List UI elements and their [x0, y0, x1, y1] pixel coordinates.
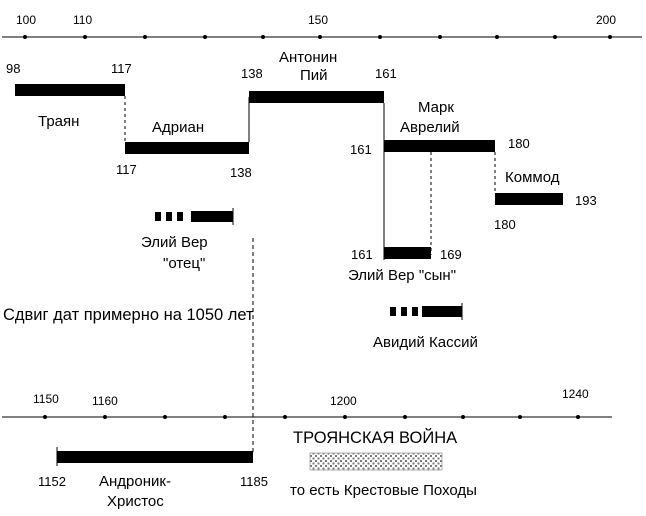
top-axis-tick: [378, 35, 382, 39]
bottom-axis-tick: [576, 415, 580, 419]
hadrian-end: 138: [230, 165, 252, 180]
trojan-war-hatched-bar: [309, 452, 443, 471]
aelius-father-label-line1: Элий Вер: [141, 234, 208, 251]
antoninus-bar: [249, 91, 384, 103]
trojan-war-group: ТРОЯНСКАЯ ВОЙНА то есть Крестовые Походы: [290, 428, 477, 499]
bottom-axis-tick: [461, 415, 465, 419]
commodus-end: 193: [575, 193, 597, 208]
avidius-label: Авидий Кассий: [373, 334, 478, 351]
bottom-axis-tick: [518, 415, 522, 419]
trajan-end: 117: [111, 61, 132, 76]
commodus-bar: [495, 193, 563, 205]
bottom-axis-tick: [103, 415, 107, 419]
avidius-group: Авидий Кассий: [373, 303, 478, 351]
aelius-father-dash: [166, 212, 172, 221]
bottom-axis-tick: [343, 415, 347, 419]
aelius-son-bar: [384, 247, 431, 259]
trajan-bar: [15, 84, 125, 96]
bottom-axis-label-1200: 1200: [330, 394, 357, 408]
avidius-bar: [422, 306, 462, 317]
trajan-group: 98 117 Траян: [6, 61, 132, 130]
top-axis-tick: [438, 35, 442, 39]
commodus-group: Коммод 180 193: [494, 152, 597, 232]
antoninus-group: Антонин Пий 138 161: [241, 49, 397, 142]
marcus-group: Марк Аврелий 161 180: [350, 99, 530, 260]
top-axis-label-110: 110: [73, 13, 92, 27]
shift-caption: Сдвиг дат примерно на 1050 лет: [3, 306, 254, 324]
bottom-axis-tick: [43, 415, 47, 419]
aelius-father-dash: [155, 212, 161, 221]
hadrian-start: 117: [116, 162, 137, 177]
bottom-axis-tick: [223, 415, 227, 419]
bottom-axis-tick: [283, 415, 287, 419]
andronicus-group: 1152 1185 Андроник- Христос: [38, 447, 268, 510]
aelius-son-start: 161: [351, 247, 373, 262]
trojan-war-subtitle: то есть Крестовые Походы: [290, 482, 477, 499]
marcus-label-line1: Марк: [418, 99, 454, 116]
andronicus-end: 1185: [240, 474, 268, 489]
top-axis-label-100: 100: [16, 13, 36, 27]
avidius-dash: [390, 307, 396, 316]
marcus-label-line2: Аврелий: [400, 119, 460, 136]
aelius-father-group: Элий Вер "отец": [141, 208, 234, 272]
trajan-label: Траян: [38, 113, 79, 130]
top-axis-tick: [203, 35, 207, 39]
aelius-son-end: 169: [440, 247, 462, 262]
bottom-axis-label-1150: 1150: [33, 392, 59, 406]
top-axis-tick: [553, 35, 557, 39]
top-axis-tick: [318, 35, 322, 39]
top-axis-tick: [83, 35, 87, 39]
trojan-war-title: ТРОЯНСКАЯ ВОЙНА: [293, 428, 457, 447]
bottom-axis-tick: [163, 415, 167, 419]
trajan-start: 98: [6, 61, 20, 76]
top-axis-tick: [608, 35, 612, 39]
top-axis-label-150: 150: [308, 13, 328, 27]
avidius-dash: [412, 307, 418, 316]
avidius-dash: [401, 307, 407, 316]
top-axis-tick: [261, 35, 265, 39]
aelius-father-bar: [191, 211, 233, 222]
aelius-son-label: Элий Вер "сын": [348, 267, 456, 284]
antoninus-start: 138: [241, 66, 263, 81]
antoninus-label-line2: Пий: [300, 67, 328, 84]
bottom-axis-label-1240: 1240: [562, 387, 589, 401]
top-axis-tick: [23, 35, 27, 39]
aelius-father-label-line2: "отец": [163, 255, 205, 272]
commodus-label: Коммод: [505, 169, 560, 186]
aelius-father-dash: [177, 212, 183, 221]
antoninus-end: 161: [375, 66, 397, 81]
andronicus-label-line2: Христос: [107, 493, 164, 510]
top-axis: 100 110 150 200: [2, 13, 642, 39]
hadrian-label: Адриан: [152, 119, 204, 136]
marcus-start: 161: [350, 142, 372, 157]
antoninus-label-line1: Антонин: [279, 49, 337, 66]
bottom-axis-label-1160: 1160: [92, 394, 118, 408]
bottom-axis-tick: [403, 415, 407, 419]
aelius-son-group: 161 169 Элий Вер "сын": [348, 247, 462, 284]
marcus-end: 180: [508, 136, 530, 151]
top-axis-tick: [143, 35, 147, 39]
hadrian-group: Адриан 117 138: [116, 96, 252, 180]
commodus-start: 180: [494, 217, 516, 232]
top-axis-label-200: 200: [596, 13, 616, 27]
top-axis-tick: [495, 35, 499, 39]
andronicus-bar: [57, 451, 253, 463]
andronicus-start: 1152: [38, 474, 66, 489]
andronicus-label-line1: Андроник-: [99, 473, 171, 490]
hadrian-bar: [125, 142, 249, 154]
marcus-bar: [384, 140, 495, 152]
bottom-axis: 1150 1160 1200 1240: [2, 387, 612, 419]
